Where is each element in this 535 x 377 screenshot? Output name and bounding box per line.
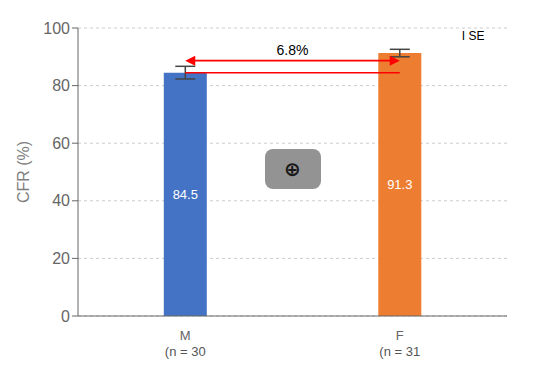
- svg-text:M(n = 30: M(n = 30: [165, 328, 206, 359]
- svg-text:CFR (%): CFR (%): [15, 141, 32, 203]
- svg-text:80: 80: [52, 77, 70, 94]
- svg-text:6.8%: 6.8%: [277, 42, 309, 58]
- svg-text:40: 40: [52, 192, 70, 209]
- svg-text:I SE: I SE: [462, 29, 485, 43]
- svg-text:91.3: 91.3: [387, 177, 412, 192]
- svg-text:20: 20: [52, 250, 70, 267]
- svg-text:84.5: 84.5: [173, 187, 198, 202]
- svg-text:60: 60: [52, 135, 70, 152]
- svg-text:0: 0: [61, 308, 70, 325]
- svg-text:F(n = 31: F(n = 31: [379, 328, 420, 359]
- svg-text:100: 100: [43, 20, 70, 37]
